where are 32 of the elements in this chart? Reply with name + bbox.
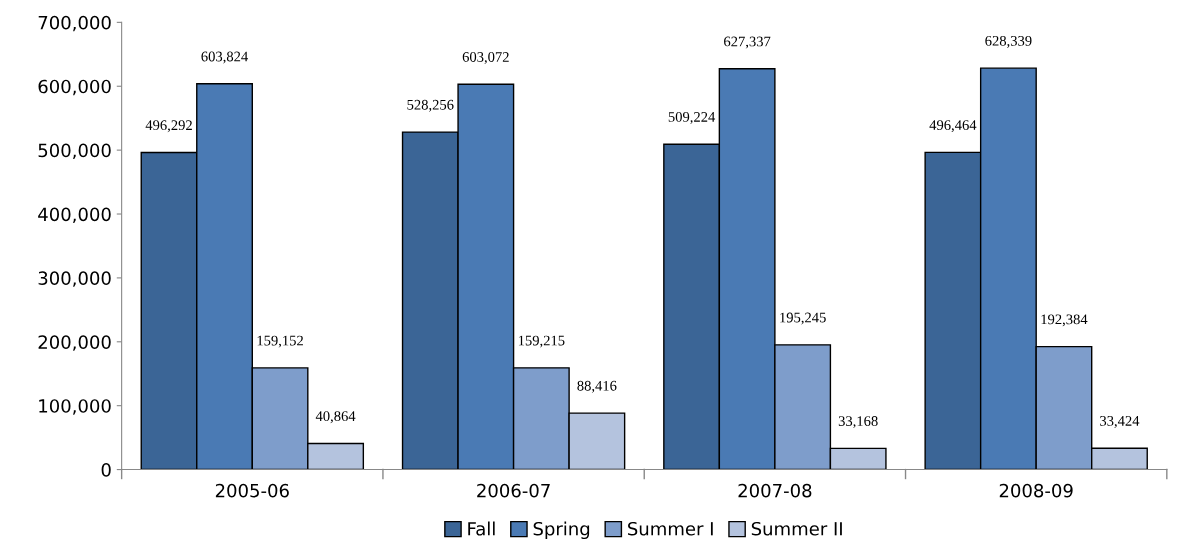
data-label: 192,384	[1041, 314, 1088, 327]
x-tick-label: 2008-09	[999, 483, 1073, 498]
legend-label: Summer II	[751, 521, 842, 536]
y-tick-label: 700,000	[38, 15, 111, 32]
x-tick-label: 2006-07	[477, 483, 550, 498]
y-tick-label: 100,000	[39, 399, 111, 415]
data-label: 628,339	[985, 35, 1032, 48]
data-label: 40,864	[315, 411, 356, 424]
y-tick-label: 200,000	[38, 335, 111, 351]
legend-label: Spring	[533, 521, 590, 540]
legend-label: Fall	[468, 521, 495, 536]
data-label: 603,072	[462, 52, 509, 64]
data-label: 627,337	[724, 36, 771, 49]
y-tick-label: 400,000	[38, 207, 111, 223]
data-label: 33,424	[1100, 416, 1140, 428]
data-label: 528,256	[407, 99, 454, 112]
data-label: 195,245	[780, 312, 826, 325]
x-tick-label: 2007-08	[738, 483, 812, 498]
data-label: 509,224	[668, 111, 716, 124]
data-label: 33,168	[838, 416, 878, 429]
data-label: 603,824	[201, 51, 248, 64]
y-tick-label: 500,000	[38, 143, 111, 160]
data-label: 496,464	[929, 120, 977, 133]
y-tick-label: 600,000	[38, 79, 111, 96]
legend-label: Summer I	[628, 521, 713, 536]
x-tick-label: 2005-06	[215, 483, 289, 498]
data-label: 496,292	[145, 120, 192, 133]
y-tick-label: 300,000	[38, 271, 111, 287]
data-label: 88,416	[577, 380, 617, 393]
y-tick-label: 0	[101, 463, 111, 477]
data-label: 159,215	[518, 335, 565, 348]
data-label: 159,152	[257, 335, 303, 348]
